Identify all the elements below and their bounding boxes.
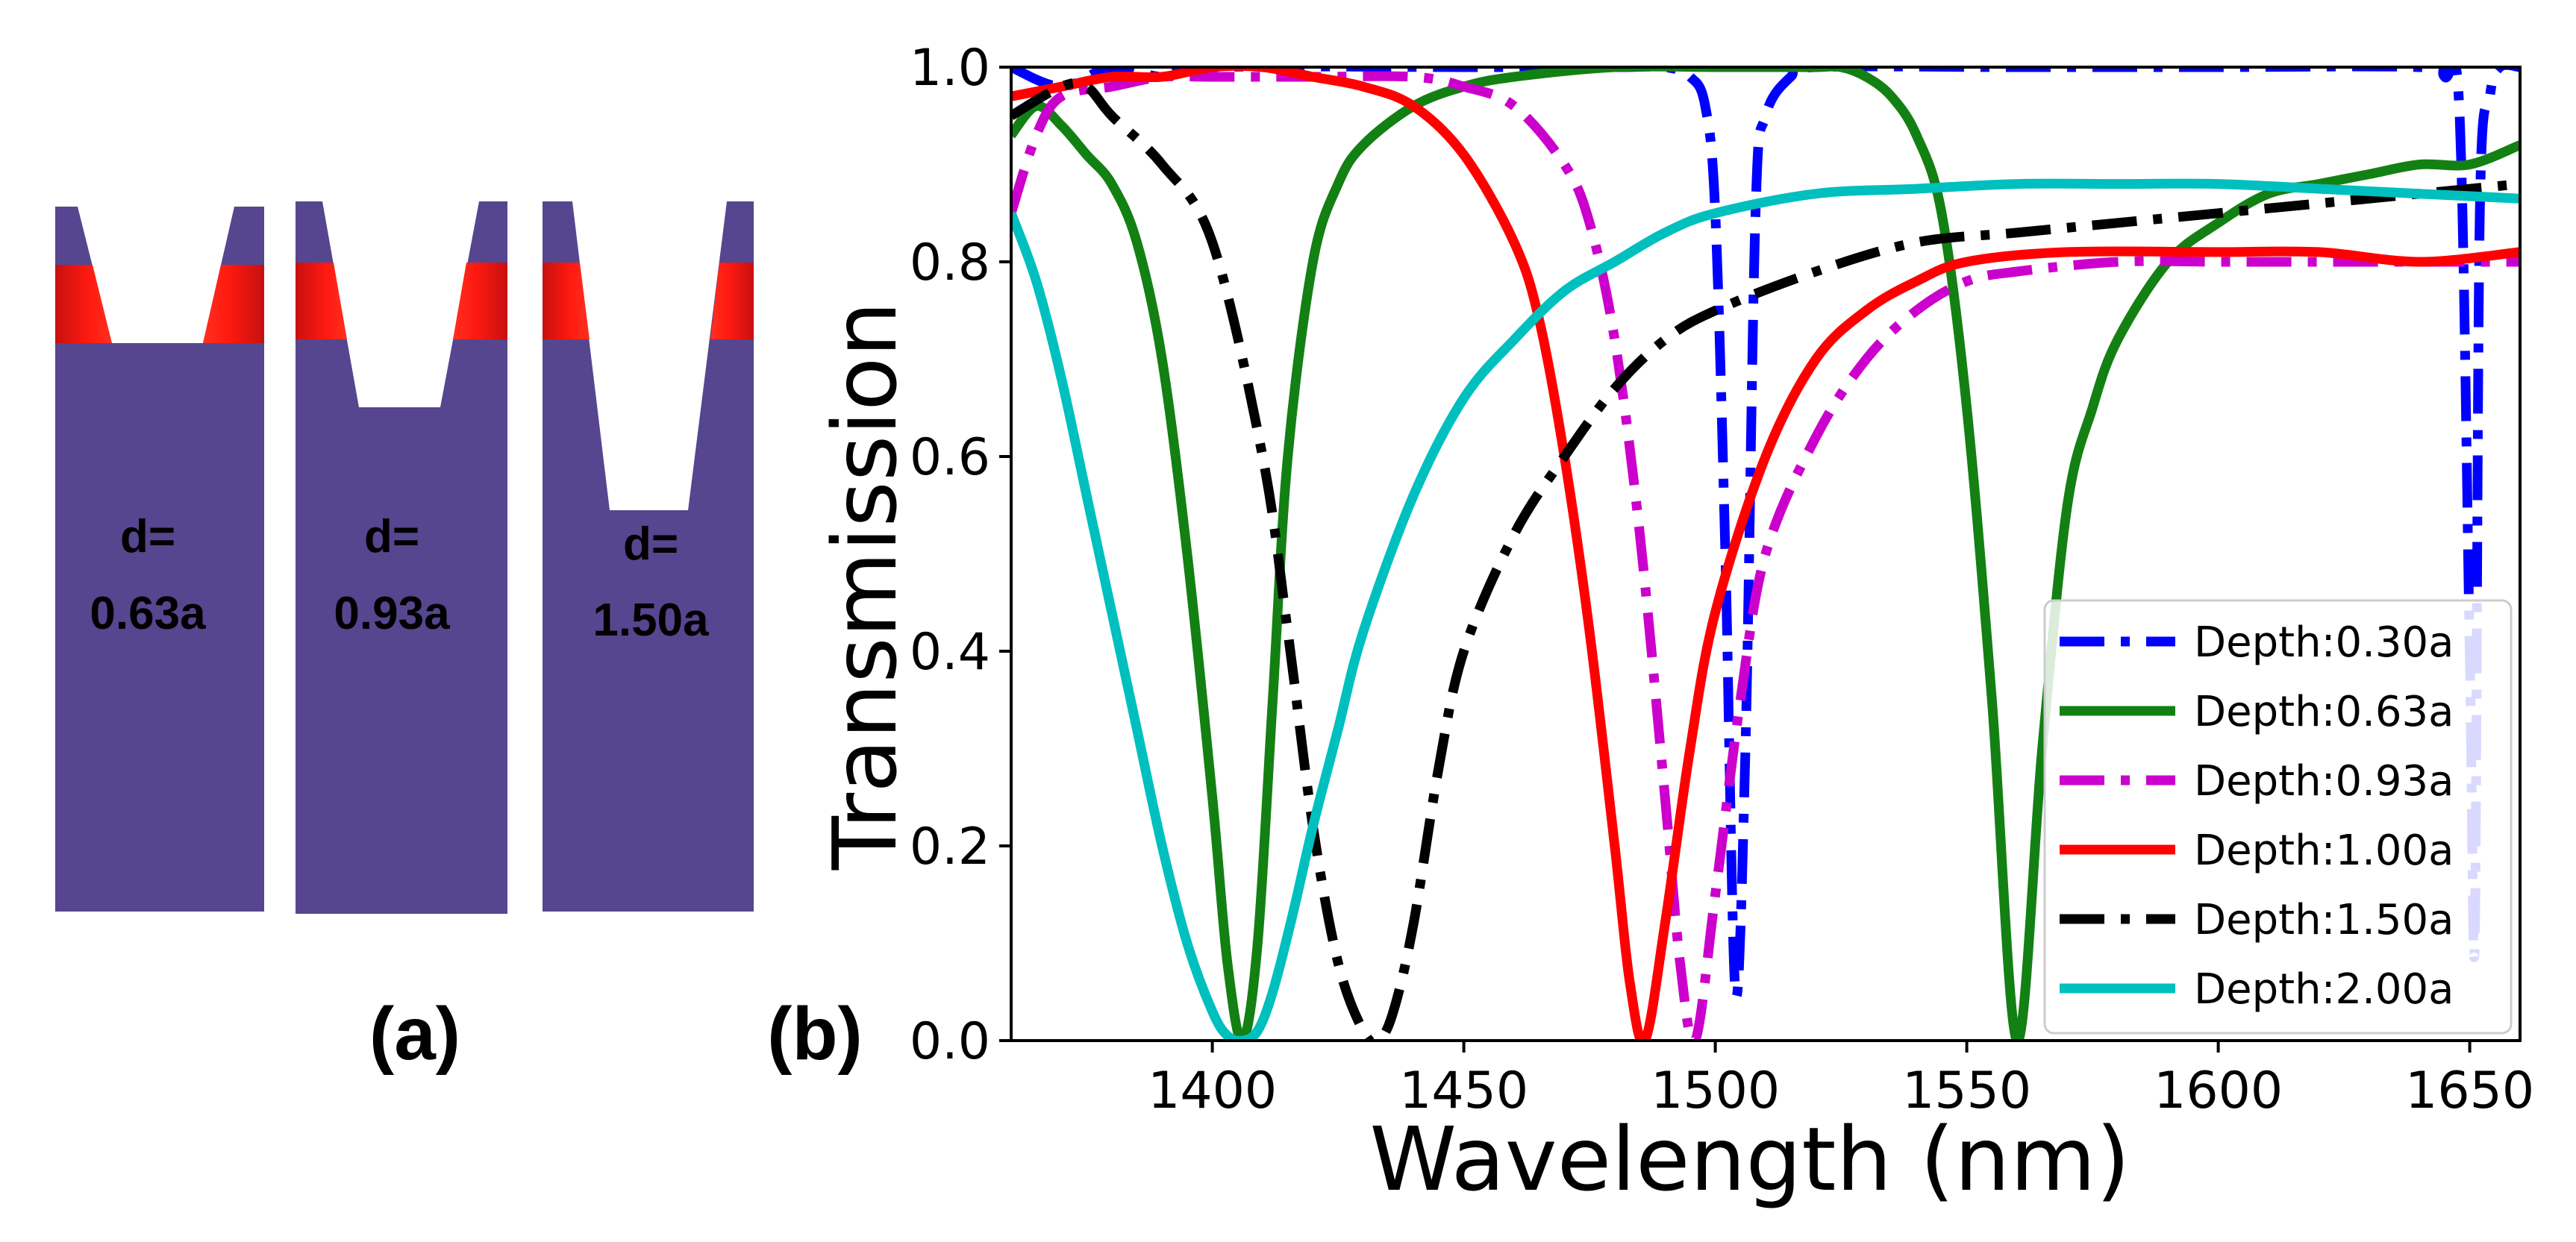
active-layer-right-0.93a [453, 263, 507, 339]
series-line-depth-0-63a [1011, 67, 2520, 1041]
y-tick-label: 1.0 [910, 39, 990, 98]
active-layer-left-0.63a [55, 265, 112, 343]
y-tick-label: 0.4 [910, 623, 990, 682]
series-line-depth-1-00a [1011, 67, 2520, 1041]
y-tick-label: 0.0 [910, 1012, 990, 1071]
legend-label: Depth:0.93a [2194, 757, 2454, 806]
x-tick-label: 1400 [1148, 1061, 1277, 1120]
active-layer-right-0.63a [203, 265, 264, 343]
structure-label-0.93a-line1: d= [364, 511, 419, 562]
active-layer-right-1.50a [710, 263, 754, 339]
panel-b: (b) Transmission Wavelength (nm) 0.00.20… [767, 39, 2534, 1211]
structure-0.93a: d= 0.93a [296, 201, 507, 914]
active-layer-left-1.50a [543, 263, 590, 339]
legend-label: Depth:0.30a [2194, 618, 2454, 667]
legend-label: Depth:0.63a [2194, 688, 2454, 736]
structure-1.50a: d= 1.50a [543, 201, 754, 912]
active-layer-left-0.93a [296, 263, 347, 339]
y-axis-title: Transmission [813, 301, 916, 871]
panel-label-b: (b) [767, 992, 863, 1076]
x-tick-label: 1550 [1902, 1061, 2031, 1120]
substrate-0.63a [55, 207, 264, 912]
x-tick-label: 1450 [1399, 1061, 1528, 1120]
y-tick-label: 0.2 [910, 818, 990, 876]
series-line-depth-1-50a [1011, 78, 2520, 1041]
structure-label-1.50a-line2: 1.50a [593, 595, 709, 646]
x-axis-ticks: 1400 1450 1500 1550 1600 1650 [1148, 1041, 2534, 1120]
panel-a: d= 0.63a d= 0.93a d= 1.50a (a) [55, 201, 754, 1076]
structure-label-0.93a-line2: 0.93a [334, 588, 450, 639]
substrate-1.50a [543, 201, 754, 912]
x-tick-label: 1650 [2405, 1061, 2534, 1120]
y-axis-ticks: 0.0 0.2 0.4 0.6 0.8 1.0 [910, 39, 1011, 1071]
legend: Depth:0.30a Depth:0.63a Depth:0.93a Depth:1… [2043, 599, 2513, 1035]
series-line-depth-2-00a [1011, 178, 2520, 1041]
substrate-0.93a [296, 201, 507, 914]
structure-label-0.63a-line1: d= [120, 511, 175, 562]
plot-frame [1010, 66, 2522, 1042]
x-tick-label: 1500 [1651, 1061, 1780, 1120]
x-axis-title: Wavelength (nm) [1369, 1108, 2130, 1211]
legend-label: Depth:2.00a [2194, 965, 2454, 1014]
panel-label-a: (a) [369, 992, 460, 1076]
y-tick-label: 0.6 [910, 428, 990, 487]
structure-label-1.50a-line1: d= [623, 518, 678, 570]
y-tick-label: 0.8 [910, 233, 990, 292]
x-tick-label: 1600 [2154, 1061, 2283, 1120]
legend-label: Depth:1.00a [2194, 827, 2454, 875]
structure-0.63a: d= 0.63a [55, 207, 264, 912]
legend-label: Depth:1.50a [2194, 896, 2454, 944]
structure-label-0.63a-line2: 0.63a [90, 588, 206, 639]
